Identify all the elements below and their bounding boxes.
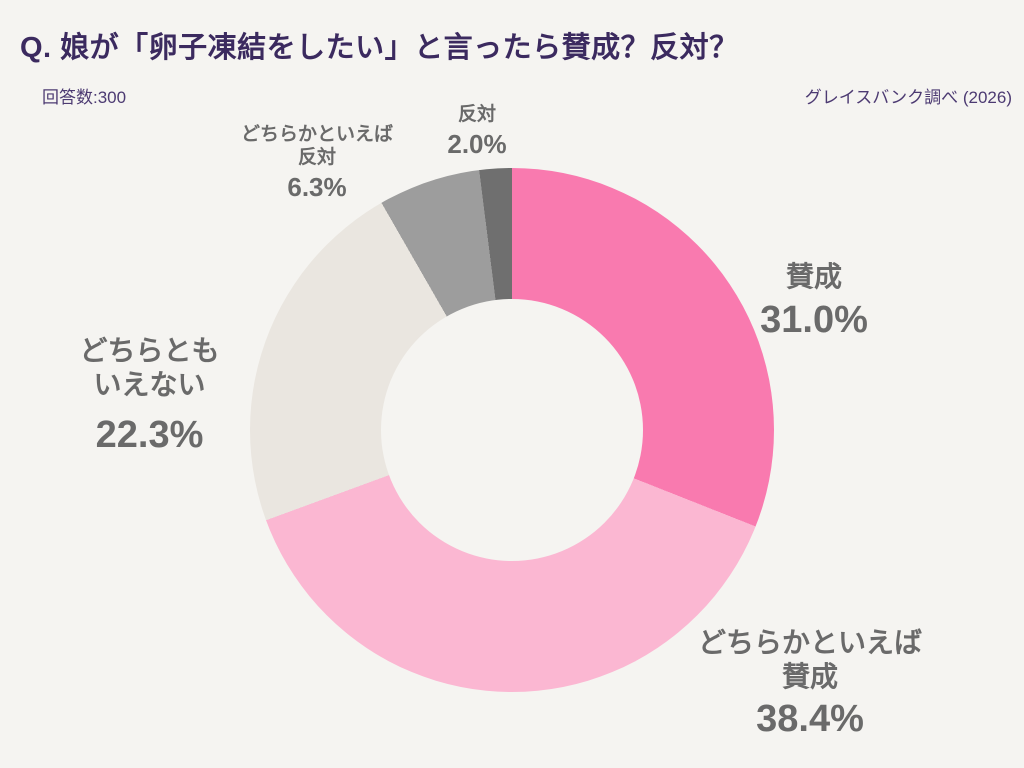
- label-somewhat-agree-line2: 賛成: [781, 660, 838, 692]
- label-oppose-name: 反対: [457, 104, 496, 125]
- label-somewhat-agree-pct: 38.4%: [756, 698, 864, 741]
- label-neither-line2: いえない: [93, 368, 206, 400]
- label-agree-name: 賛成: [785, 261, 842, 292]
- donut-hole: [381, 299, 643, 561]
- label-neither: どちらとも いえない 22.3%: [42, 334, 257, 457]
- respondent-count: 回答数:300: [42, 88, 127, 107]
- label-somewhat-agree-line1: どちらかといえば: [697, 627, 922, 658]
- source-note: グレイスバンク調べ (2026): [804, 88, 1012, 107]
- label-agree: 賛成 31.0%: [724, 260, 904, 341]
- label-somewhat-oppose-pct: 6.3%: [287, 171, 347, 202]
- label-neither-line1: どちらとも: [79, 335, 220, 366]
- label-agree-pct: 31.0%: [760, 298, 868, 341]
- label-neither-pct: 22.3%: [95, 414, 204, 457]
- label-oppose: 反対 2.0%: [427, 104, 527, 158]
- label-oppose-pct: 2.0%: [447, 128, 507, 159]
- label-somewhat-oppose-line2: 反対: [297, 146, 336, 168]
- donut-chart: [250, 168, 774, 692]
- label-somewhat-agree: どちらかといえば 賛成 38.4%: [690, 626, 930, 741]
- label-somewhat-oppose: どちらかといえば 反対 6.3%: [217, 124, 417, 201]
- label-somewhat-oppose-line1: どちらかといえば: [240, 124, 393, 145]
- question-title: Q. 娘が「卵子凍結をしたい」と言ったら賛成？反対？: [20, 32, 739, 64]
